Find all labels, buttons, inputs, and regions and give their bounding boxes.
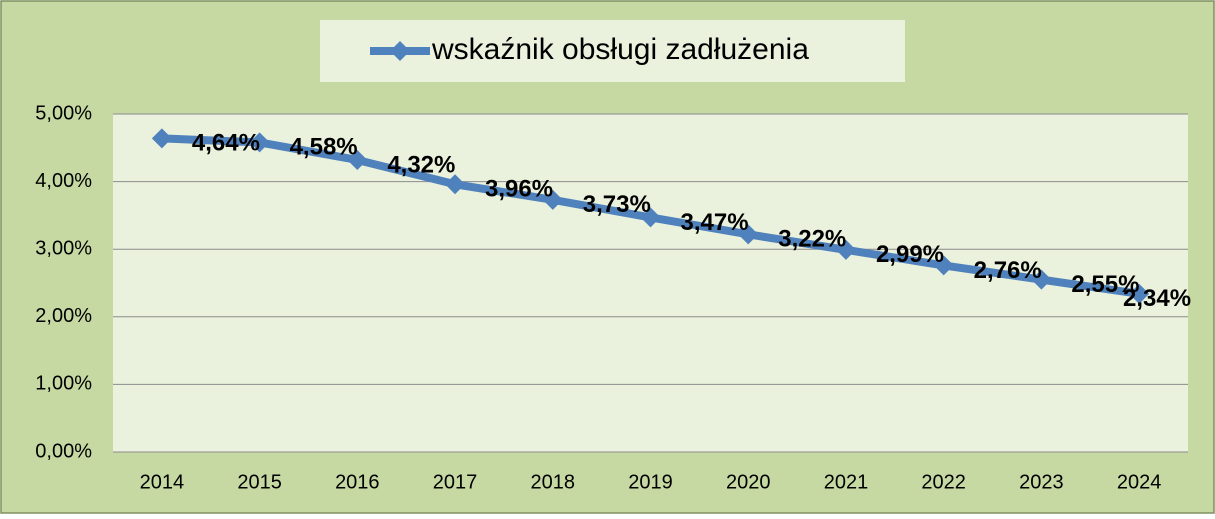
x-tick-label: 2023 — [1019, 471, 1064, 493]
point-marker — [1031, 269, 1052, 290]
x-tick-label: 2021 — [824, 471, 869, 493]
x-tick-label: 2022 — [921, 471, 966, 493]
x-tick-label: 2017 — [433, 471, 478, 493]
x-tick-label: 2020 — [726, 471, 771, 493]
y-tick-label: 3,00% — [35, 237, 92, 259]
x-tick-label: 2024 — [1117, 471, 1162, 493]
point-marker — [738, 224, 759, 245]
data-label: 4,32% — [387, 151, 455, 178]
data-label: 4,58% — [290, 134, 358, 161]
legend-marker — [390, 41, 410, 61]
x-tick-label: 2016 — [335, 471, 380, 493]
y-tick-label: 5,00% — [35, 102, 92, 124]
y-tick-label: 1,00% — [35, 373, 92, 395]
point-marker — [249, 132, 270, 153]
x-tick-label: 2019 — [628, 471, 673, 493]
data-label: 3,73% — [583, 191, 651, 218]
point-marker — [933, 255, 954, 276]
data-label: 2,76% — [974, 257, 1042, 284]
plot-area — [113, 114, 1188, 452]
data-label: 3,47% — [681, 209, 749, 236]
x-tick-label: 2014 — [140, 471, 185, 493]
data-label: 4,64% — [192, 130, 260, 157]
point-marker — [151, 128, 172, 149]
data-label: 2,99% — [876, 241, 944, 268]
point-marker — [347, 149, 368, 170]
point-marker — [445, 174, 466, 195]
data-label: 3,96% — [485, 176, 553, 203]
point-marker — [1129, 283, 1150, 304]
x-tick-label: 2018 — [531, 471, 576, 493]
legend-label: wskaźnik obsługi zadłużenia — [431, 33, 809, 66]
data-label: 3,22% — [778, 226, 846, 253]
data-label: 2,55% — [1071, 271, 1139, 298]
y-tick-label: 4,00% — [35, 170, 92, 192]
y-tick-label: 2,00% — [35, 305, 92, 327]
x-tick-label: 2015 — [237, 471, 282, 493]
data-label: 2,34% — [1123, 285, 1191, 312]
point-marker — [542, 189, 563, 210]
point-marker — [640, 207, 661, 228]
y-tick-label: 0,00% — [35, 440, 92, 462]
point-marker — [835, 239, 856, 260]
